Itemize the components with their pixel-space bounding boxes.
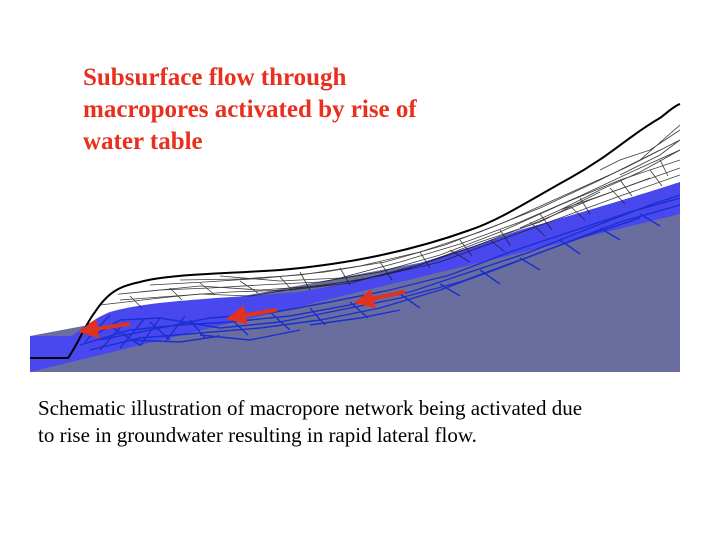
unsaturated-macropore-network: [99, 124, 680, 309]
ground-surface-line: [30, 103, 681, 359]
flow-arrow-1: [78, 318, 130, 339]
title-line-2: macropores activated by rise of: [83, 96, 417, 123]
flow-arrow-3: [354, 288, 405, 309]
saturated-macropore-network: [79, 194, 680, 351]
caption-line-1: Schematic illustration of macropore netw…: [38, 396, 583, 420]
figure-caption: Schematic illustration of macropore netw…: [38, 395, 698, 449]
caption-line-2: to rise in groundwater resulting in rapi…: [38, 423, 477, 447]
flow-arrow-2: [226, 305, 277, 326]
slide-title: Subsurface flow through macropores activ…: [83, 62, 523, 158]
title-line-3: water table: [83, 128, 203, 155]
title-line-1: Subsurface flow through: [83, 64, 347, 91]
lateral-flow-arrows: [78, 288, 405, 339]
